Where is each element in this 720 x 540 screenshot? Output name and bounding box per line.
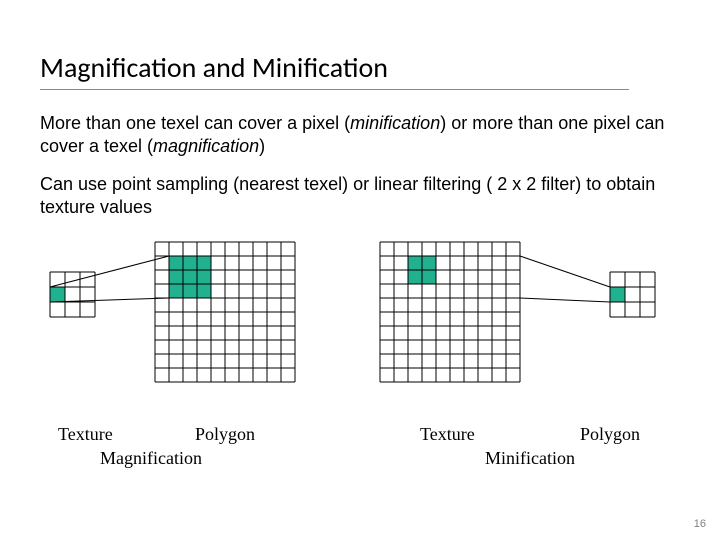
label-magnification: Magnification <box>100 448 202 469</box>
label-polygon-right: Polygon <box>580 424 640 445</box>
diagram-svg <box>40 234 680 394</box>
p1-em1: minification <box>350 113 440 133</box>
label-minification: Minification <box>485 448 575 469</box>
label-texture-left: Texture <box>58 424 113 445</box>
p1-em2: magnification <box>153 136 259 156</box>
label-texture-right: Texture <box>420 424 475 445</box>
p1-post: ) <box>259 136 265 156</box>
diagram-area <box>40 234 680 434</box>
paragraph-1: More than one texel can cover a pixel (m… <box>40 112 680 157</box>
label-polygon-left: Polygon <box>195 424 255 445</box>
paragraph-2: Can use point sampling (nearest texel) o… <box>40 173 680 218</box>
p1-pre: More than one texel can cover a pixel ( <box>40 113 350 133</box>
page-number: 16 <box>694 518 706 530</box>
slide-title: Magnification and Minification <box>40 50 629 90</box>
